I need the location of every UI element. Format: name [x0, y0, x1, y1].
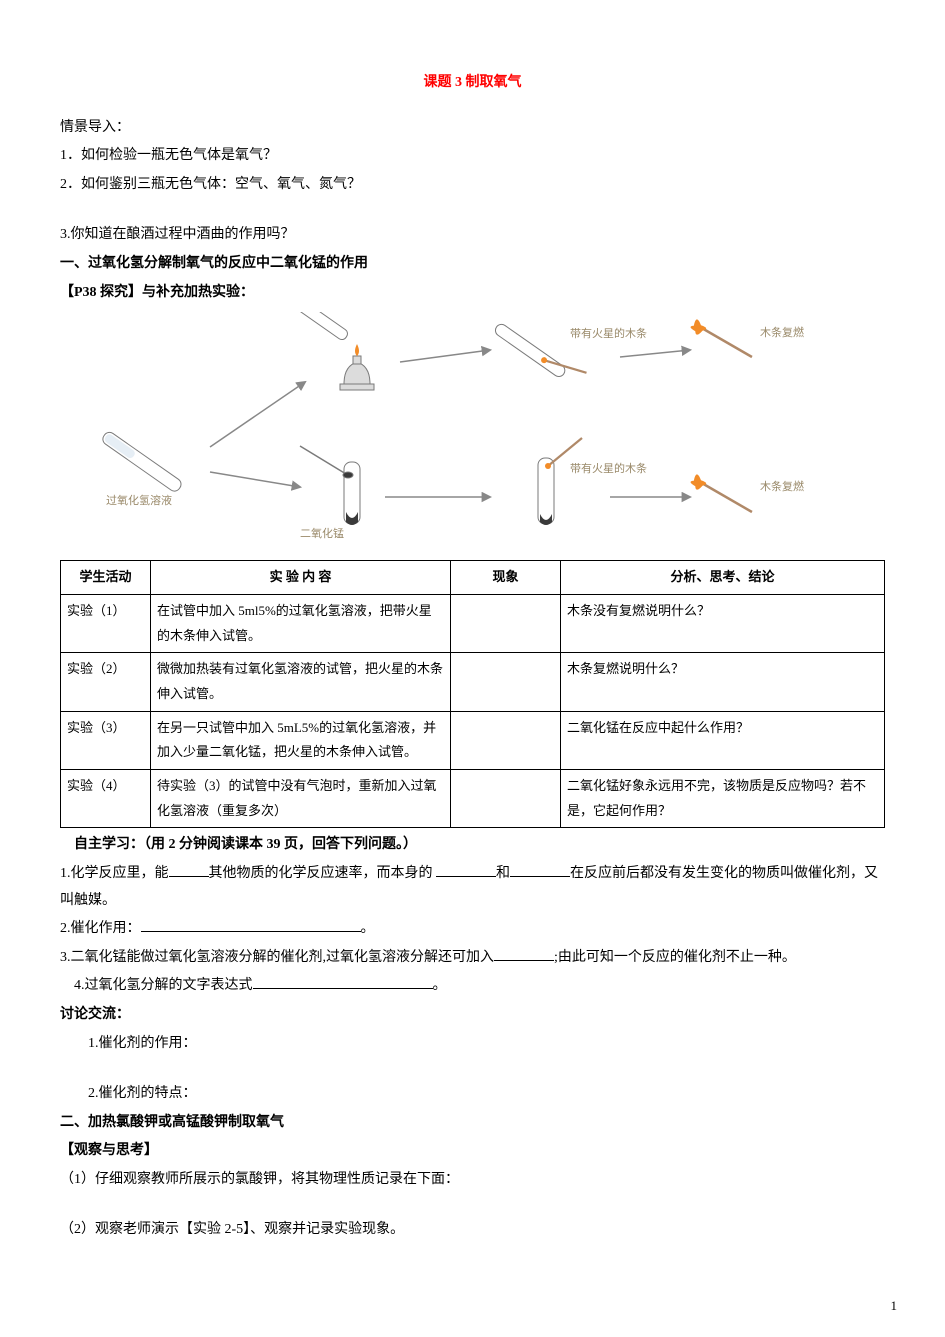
splint-tube-upper-icon — [493, 316, 586, 390]
table-row: 实验（3） 在另一只试管中加入 5mL5%的过氧化氢溶液，并加入少量二氧化锰，把… — [61, 711, 885, 769]
blank — [141, 917, 361, 932]
self-study-q2: 2.催化作用： 。 — [60, 916, 885, 943]
q1-c: 和 — [496, 866, 510, 881]
q3-a: 3.二氧化锰能做过氧化氢溶液分解的催化剂,过氧化氢溶液分解还可加入 — [60, 950, 494, 965]
cell-activity: 实验（4） — [61, 769, 151, 827]
discuss-2: 2.催化剂的特点： — [60, 1081, 885, 1108]
table-header-row: 学生活动 实 验 内 容 现象 分析、思考、结论 — [61, 561, 885, 595]
h2o2-tube-icon — [101, 430, 184, 493]
q2-b: 。 — [361, 921, 375, 936]
mno2-label: 二氧化锰 — [300, 526, 344, 540]
section1-sub: 【P38 探究】与补充加热实验： — [60, 280, 885, 307]
experiment-diagram: 带有火星的木条 木条复燃 过氧化氢溶液 二氧化锰 带有火星的木条 — [100, 312, 840, 542]
splint-label-lower: 带有火星的木条 — [570, 461, 647, 475]
reignite-label-lower: 木条复燃 — [760, 479, 804, 493]
self-study-heading: 自主学习：（用 2 分钟阅读课本 39 页，回答下列问题。） — [60, 832, 885, 859]
blank — [436, 862, 496, 877]
th-analysis: 分析、思考、结论 — [561, 561, 885, 595]
blank — [494, 945, 554, 960]
q1-a: 1.化学反应里，能 — [60, 866, 169, 881]
self-study-q1: 1.化学反应里，能其他物质的化学反应速率，而本身的 和在反应前后都没有发生变化的… — [60, 861, 885, 914]
page-title: 课题 3 制取氧气 — [60, 70, 885, 97]
cell-phenomenon — [451, 594, 561, 652]
section1-heading: 一、过氧化氢分解制氧气的反应中二氧化锰的作用 — [60, 251, 885, 278]
cell-phenomenon — [451, 711, 561, 769]
observe-1: （1）仔细观察教师所展示的氯酸钾，将其物理性质记录在下面： — [60, 1167, 885, 1194]
self-study-q4: 4.过氧化氢分解的文字表达式 。 — [60, 973, 885, 1000]
splint-tube-lower-icon — [538, 438, 582, 525]
blank — [510, 862, 570, 877]
observe-heading: 【观察与思考】 — [60, 1138, 885, 1165]
blank — [253, 974, 433, 989]
th-activity: 学生活动 — [61, 561, 151, 595]
h2o2-label: 过氧化氢溶液 — [106, 493, 172, 507]
intro-heading: 情景导入： — [60, 115, 885, 142]
cell-analysis: 木条复燃说明什么？ — [561, 653, 885, 711]
cell-content: 在试管中加入 5ml5%的过氧化氢溶液，把带火星的木条伸入试管。 — [151, 594, 451, 652]
section2-heading: 二、加热氯酸钾或高锰酸钾制取氧气 — [60, 1110, 885, 1137]
cell-content: 微微加热装有过氧化氢溶液的试管，把火星的木条伸入试管。 — [151, 653, 451, 711]
th-content: 实 验 内 容 — [151, 561, 451, 595]
experiment-table: 学生活动 实 验 内 容 现象 分析、思考、结论 实验（1） 在试管中加入 5m… — [60, 560, 885, 828]
q2-a: 2.催化作用： — [60, 921, 141, 936]
discuss-1: 1.催化剂的作用： — [60, 1031, 885, 1058]
splint-label-upper: 带有火星的木条 — [570, 326, 647, 340]
reignite-lower-icon — [689, 474, 755, 520]
intro-q3: 3.你知道在酿酒过程中酒曲的作用吗？ — [60, 222, 885, 249]
table-row: 实验（2） 微微加热装有过氧化氢溶液的试管，把火星的木条伸入试管。 木条复燃说明… — [61, 653, 885, 711]
self-study-q3: 3.二氧化锰能做过氧化氢溶液分解的催化剂,过氧化氢溶液分解还可加入 ;由此可知一个… — [60, 945, 885, 972]
cell-content: 待实验（3）的试管中没有气泡时，重新加入过氧化氢溶液（重复多次） — [151, 769, 451, 827]
observe-2: （2）观察老师演示【实验 2-5】、观察并记录实验现象。 — [60, 1217, 885, 1244]
cell-activity: 实验（2） — [61, 653, 151, 711]
table-row: 实验（4） 待实验（3）的试管中没有气泡时，重新加入过氧化氢溶液（重复多次） 二… — [61, 769, 885, 827]
q1-b: 其他物质的化学反应速率，而本身的 — [209, 866, 437, 881]
cell-activity: 实验（1） — [61, 594, 151, 652]
cell-activity: 实验（3） — [61, 711, 151, 769]
reignite-upper-icon — [689, 319, 755, 365]
intro-q1: 1．如何检验一瓶无色气体是氧气？ — [60, 143, 885, 170]
heating-tube-icon — [279, 312, 374, 390]
cell-content: 在另一只试管中加入 5mL5%的过氧化氢溶液，并加入少量二氧化锰，把火星的木条伸… — [151, 711, 451, 769]
cell-phenomenon — [451, 769, 561, 827]
blank — [169, 862, 209, 877]
th-phenomenon: 现象 — [451, 561, 561, 595]
cell-analysis: 二氧化锰好象永远用不完，该物质是反应物吗？若不是，它起何作用？ — [561, 769, 885, 827]
page-number: 1 — [891, 1294, 898, 1319]
cell-phenomenon — [451, 653, 561, 711]
intro-q2: 2．如何鉴别三瓶无色气体：空气、氧气、氮气？ — [60, 172, 885, 199]
q4-b: 。 — [433, 978, 447, 993]
q3-b: ;由此可知一个反应的催化剂不止一种。 — [554, 950, 796, 965]
mno2-add-icon — [300, 446, 360, 525]
table-row: 实验（1） 在试管中加入 5ml5%的过氧化氢溶液，把带火星的木条伸入试管。 木… — [61, 594, 885, 652]
reignite-label-upper: 木条复燃 — [760, 325, 804, 339]
discuss-heading: 讨论交流： — [60, 1002, 885, 1029]
cell-analysis: 二氧化锰在反应中起什么作用？ — [561, 711, 885, 769]
q4-a: 4.过氧化氢分解的文字表达式 — [74, 978, 253, 993]
cell-analysis: 木条没有复燃说明什么？ — [561, 594, 885, 652]
